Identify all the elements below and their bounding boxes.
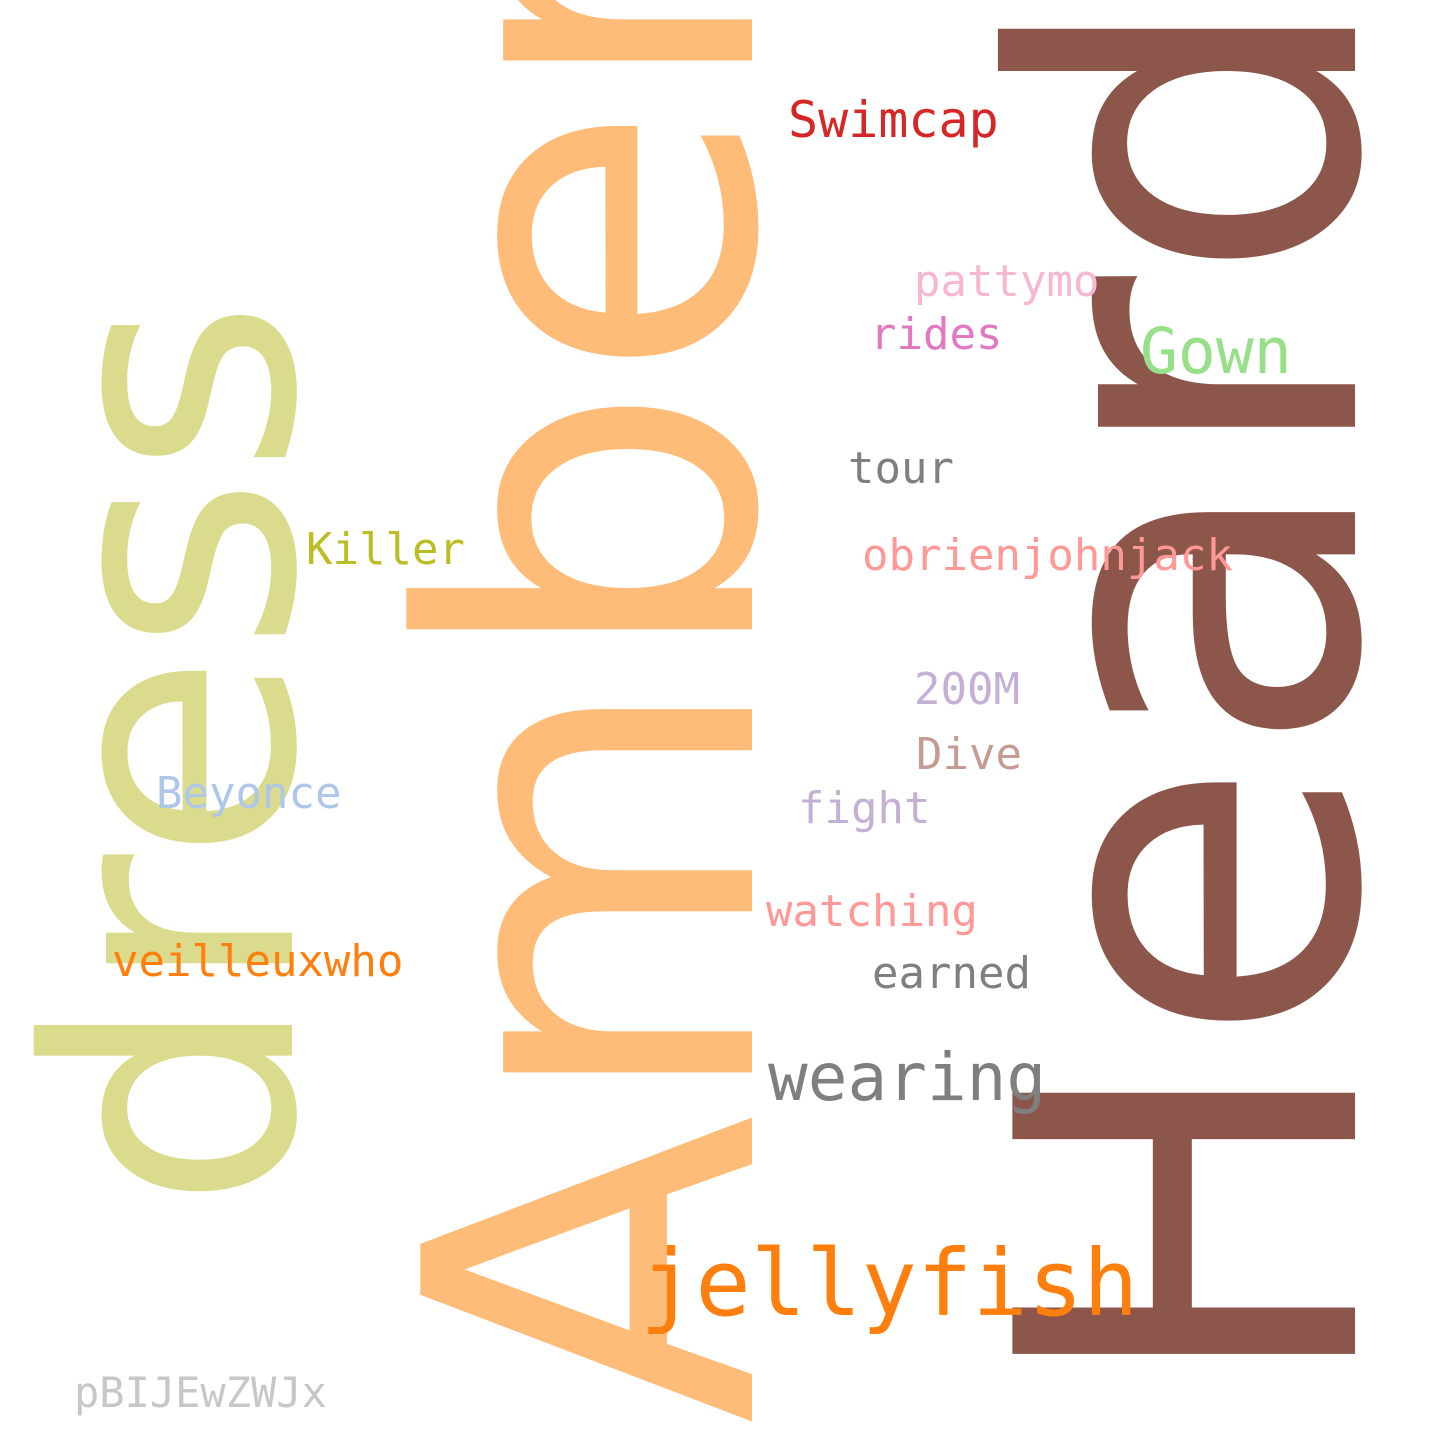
word-200m: 200M xyxy=(914,664,1020,715)
word-tour: tour xyxy=(848,443,954,494)
word-killer: Killer xyxy=(306,524,465,575)
word-earned: earned xyxy=(872,948,1031,999)
word-jellyfish: jellyfish xyxy=(640,1230,1139,1337)
word-wearing: wearing xyxy=(768,1039,1047,1116)
word-pattymo: pattymo xyxy=(914,256,1100,307)
word-beyonce: Beyonce xyxy=(156,768,342,819)
word-fight: fight xyxy=(798,783,931,834)
word-amber: Amber xyxy=(331,0,860,1425)
word-dress: dress xyxy=(0,298,373,1210)
word-rides: rides xyxy=(870,309,1003,360)
word-obrienjohnjack: obrienjohnjack xyxy=(862,530,1233,581)
word-watching: watching xyxy=(766,886,978,937)
word-swimcap: Swimcap xyxy=(788,91,999,149)
word-gown: Gown xyxy=(1140,315,1292,388)
word-dive: Dive xyxy=(916,729,1022,780)
word-heard: Heard xyxy=(919,0,1440,1400)
word-pbijewzwjx: pBIJEwZWJx xyxy=(74,1368,327,1417)
word-veilleuxwho: veilleuxwho xyxy=(112,936,404,987)
